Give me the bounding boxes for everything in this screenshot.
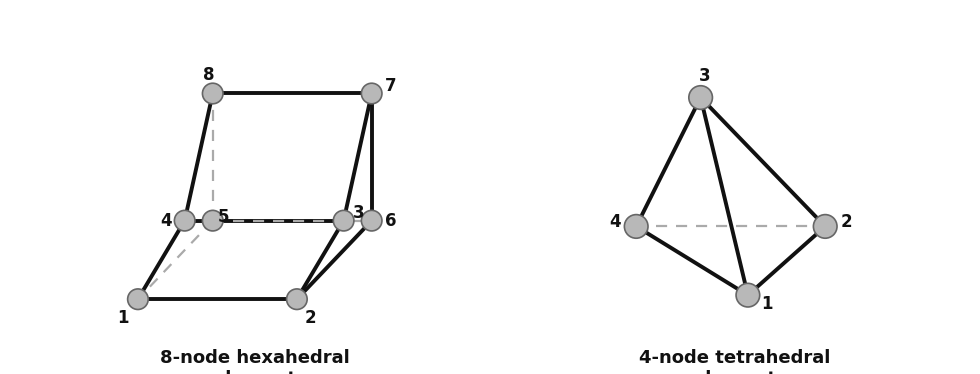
Circle shape [736,283,760,307]
Circle shape [203,210,223,231]
Circle shape [127,289,148,309]
Text: 8-node hexahedral
element: 8-node hexahedral element [160,349,350,374]
Circle shape [362,83,382,104]
Text: 6: 6 [384,212,396,230]
Text: 7: 7 [384,77,396,95]
Circle shape [203,83,223,104]
Text: 1: 1 [761,295,773,313]
Circle shape [174,210,195,231]
Circle shape [362,210,382,231]
Text: 4: 4 [160,212,172,230]
Text: 8: 8 [203,66,215,84]
Circle shape [286,289,307,309]
Circle shape [813,215,837,238]
Circle shape [333,210,354,231]
Text: 3: 3 [353,204,365,222]
Text: 2: 2 [841,213,853,231]
Text: 5: 5 [219,208,229,226]
Circle shape [624,215,648,238]
Text: 4: 4 [609,213,620,231]
Text: 2: 2 [304,309,316,327]
Circle shape [689,86,712,109]
Text: 4-node tetrahedral
element: 4-node tetrahedral element [639,349,831,374]
Text: 1: 1 [118,309,128,327]
Text: 3: 3 [699,67,710,85]
